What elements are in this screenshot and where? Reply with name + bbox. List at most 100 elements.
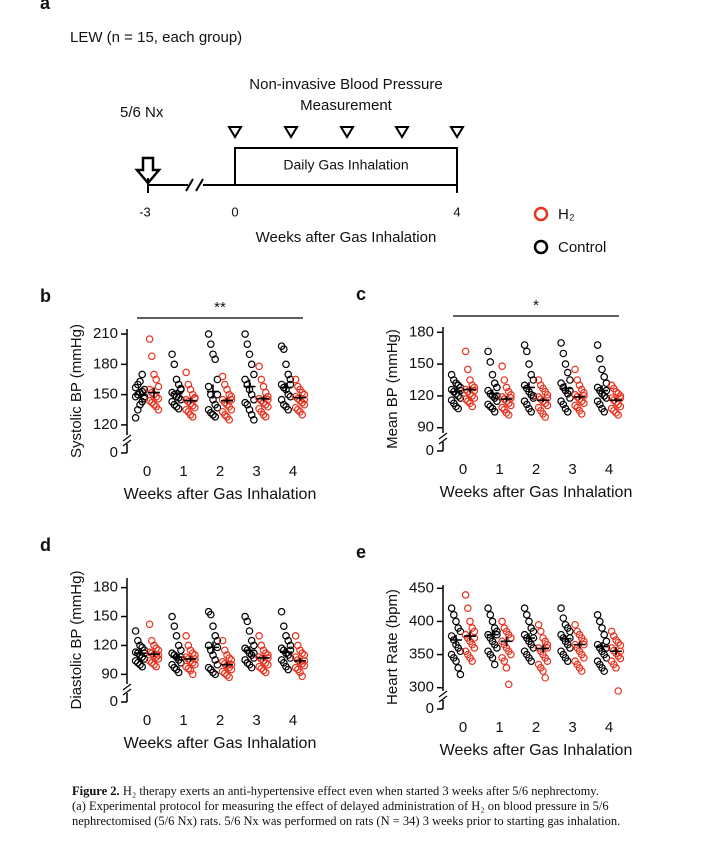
dot xyxy=(600,667,609,675)
dot xyxy=(607,627,616,636)
dot xyxy=(250,641,258,650)
dot xyxy=(484,400,492,409)
dot xyxy=(452,657,460,665)
mean-bar xyxy=(486,630,499,640)
dot xyxy=(284,636,293,645)
dot xyxy=(134,636,142,645)
dot xyxy=(247,360,256,369)
caption-text: H₂ therapy exerts an anti-hypertensive e… xyxy=(122,784,599,798)
dot xyxy=(152,392,161,401)
dot xyxy=(286,646,295,655)
mean-bar xyxy=(184,656,197,662)
dot xyxy=(250,395,258,404)
dot xyxy=(191,394,199,403)
legend-label: H₂ xyxy=(558,206,575,223)
dot xyxy=(461,591,470,599)
dot xyxy=(184,664,193,673)
dot xyxy=(522,347,531,356)
dot xyxy=(152,662,161,671)
caption-line: nephrectomised (5/6 Nx) rats. 5/6 Nx was… xyxy=(72,814,621,828)
dot xyxy=(600,407,609,416)
dot xyxy=(561,360,570,368)
mean-bar xyxy=(170,389,183,398)
dot xyxy=(131,414,140,422)
dot xyxy=(614,411,623,419)
dot xyxy=(182,632,190,640)
dot xyxy=(209,622,217,630)
mean-bar xyxy=(537,398,549,403)
dot xyxy=(593,341,602,349)
dot xyxy=(136,641,144,650)
x-tick-label: 1 xyxy=(495,461,503,478)
dot xyxy=(602,637,611,646)
mean-bar xyxy=(134,390,146,399)
dot xyxy=(529,394,538,402)
x-tick-label: 4 xyxy=(605,719,613,736)
dot xyxy=(218,667,227,676)
dot xyxy=(504,680,513,689)
panel-label: c xyxy=(356,284,366,304)
dot xyxy=(291,632,300,640)
dot xyxy=(293,641,302,650)
dot xyxy=(470,644,479,652)
dot xyxy=(227,656,236,664)
mean-bar xyxy=(257,655,270,661)
x-tick-label: 2 xyxy=(532,461,540,478)
dot xyxy=(456,647,465,656)
x-tick-label: 2 xyxy=(532,719,540,736)
x-tick-label: 3 xyxy=(252,712,260,729)
dot xyxy=(609,406,618,415)
dot xyxy=(468,402,477,411)
dot xyxy=(145,657,154,665)
dot xyxy=(452,402,460,411)
dot xyxy=(279,345,288,353)
dot xyxy=(255,362,263,371)
dot xyxy=(507,650,515,659)
dot xyxy=(136,660,144,669)
mean-bar xyxy=(184,397,197,404)
mean-bar xyxy=(464,386,476,393)
dot xyxy=(559,614,568,622)
dot xyxy=(250,370,258,379)
mean-bar xyxy=(573,393,586,401)
dot xyxy=(255,653,263,661)
panel-label: b xyxy=(40,286,51,306)
dot xyxy=(449,611,458,619)
dot xyxy=(291,375,300,384)
dot xyxy=(534,620,543,629)
dot xyxy=(493,397,501,406)
x-axis-label: Weeks after Gas Inhalation xyxy=(124,486,317,503)
dot xyxy=(454,404,463,413)
timeline-tick: -3 xyxy=(139,204,151,219)
dot xyxy=(243,617,252,626)
caption-line: (a) Experimental protocol for measuring … xyxy=(72,799,609,813)
dot xyxy=(148,649,156,657)
dot xyxy=(145,396,154,405)
dot xyxy=(557,604,565,612)
y-tick-label: 0 xyxy=(110,444,118,461)
dot xyxy=(595,400,604,409)
dot xyxy=(571,620,579,629)
y-tick-label: 120 xyxy=(93,636,118,653)
dot xyxy=(580,399,588,408)
dot xyxy=(279,658,288,667)
mean-bar xyxy=(523,382,535,393)
y-tick-label: 0 xyxy=(426,442,434,459)
dot xyxy=(174,404,183,413)
y-tick-label: 150 xyxy=(93,608,118,625)
dot xyxy=(186,666,195,675)
dot xyxy=(168,350,176,359)
y-tick-label: 90 xyxy=(417,419,434,436)
dot xyxy=(204,663,213,672)
y-tick-label: 450 xyxy=(409,579,434,596)
dot xyxy=(452,617,460,626)
y-tick-label: 300 xyxy=(409,679,434,696)
dot xyxy=(182,395,190,404)
dot xyxy=(616,654,625,663)
dot xyxy=(498,617,506,626)
dot xyxy=(138,370,147,379)
x-tick-label: 3 xyxy=(568,461,576,478)
dot xyxy=(529,392,538,400)
legend-marker xyxy=(533,206,549,222)
dot xyxy=(182,368,190,377)
